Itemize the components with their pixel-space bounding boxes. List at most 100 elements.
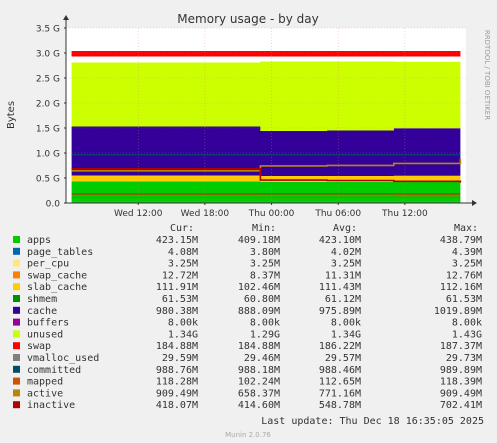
legend-min-page_tables: 3.80M [250, 247, 280, 258]
legend-swatch-committed [13, 365, 20, 373]
legend-swatch-inactive [13, 401, 20, 409]
last-update: Last update: Thu Dec 18 16:35:05 2025 [261, 416, 484, 427]
legend-avg-swap: 186.22M [319, 341, 361, 352]
legend-max-mapped: 118.39M [440, 377, 482, 388]
legend-min-vmalloc_used: 29.46M [244, 353, 280, 364]
legend-swatch-apps [13, 236, 20, 243]
legend-min-per_cpu: 3.25M [250, 259, 280, 270]
legend-max-per_cpu: 3.25M [452, 259, 482, 270]
legend-cur-shmem: 61.53M [162, 294, 198, 305]
legend-cur-page_tables: 4.08M [168, 247, 198, 258]
legend-swatch-unused [13, 330, 20, 338]
legend-avg-committed: 988.46M [319, 365, 361, 376]
legend-header: Max: [454, 223, 478, 234]
legend-max-swap_cache: 12.76M [446, 270, 482, 281]
legend-cur-swap_cache: 12.72M [162, 270, 198, 281]
legend-avg-slab_cache: 111.43M [319, 282, 361, 293]
x-tick-label: Thu 12:00 [381, 209, 428, 219]
legend-avg-swap_cache: 11.31M [325, 270, 361, 281]
legend-swatch-vmalloc_used [13, 354, 20, 361]
legend-min-active: 658.37M [238, 388, 280, 399]
legend-swatch-active [13, 389, 20, 397]
legend-name-swap_cache: swap_cache [27, 270, 87, 281]
y-tick-label: 1.0 G [36, 150, 60, 160]
y-tick-label: 2.5 G [36, 75, 60, 85]
legend-max-unused: 1.43G [452, 329, 482, 340]
legend-max-committed: 989.89M [440, 365, 482, 376]
legend-max-page_tables: 4.39M [452, 247, 482, 258]
y-tick-label: 1.5 G [36, 125, 60, 135]
legend-header: Avg: [333, 223, 357, 234]
legend-cur-slab_cache: 111.91M [156, 282, 198, 293]
active-line [71, 158, 462, 172]
legend-avg-vmalloc_used: 29.57M [325, 353, 361, 364]
legend-avg-per_cpu: 3.25M [331, 259, 361, 270]
legend-min-shmem: 60.80M [244, 294, 280, 305]
x-axis-arrow [472, 200, 477, 206]
legend-cur-per_cpu: 3.25M [168, 259, 198, 270]
legend-swatch-page_tables [13, 247, 20, 255]
y-tick-label: 0.0 [46, 200, 61, 210]
legend-min-slab_cache: 102.46M [238, 282, 280, 293]
legend-swatch-shmem [13, 295, 20, 302]
legend-cur-committed: 988.76M [156, 365, 198, 376]
legend-avg-unused: 1.34G [331, 329, 361, 340]
legend-max-inactive: 702.41M [440, 400, 482, 411]
chart-title: Memory usage - by day [177, 12, 318, 26]
legend-name-active: active [27, 388, 63, 399]
legend-avg-mapped: 112.65M [319, 377, 361, 388]
y-tick-label: 3.5 G [36, 25, 60, 35]
legend-name-committed: committed [27, 365, 81, 376]
y-tick-label: 0.5 G [36, 175, 60, 185]
legend-cur-apps: 423.15M [156, 235, 198, 246]
legend-swatch-buffers [13, 318, 20, 326]
x-tick-label: Thu 00:00 [248, 209, 295, 219]
legend-name-vmalloc_used: vmalloc_used [27, 353, 99, 364]
legend-cur-inactive: 418.07M [156, 400, 198, 411]
legend-avg-inactive: 548.78M [319, 400, 361, 411]
munin-version: Munin 2.0.76 [225, 431, 271, 439]
legend-name-apps: apps [27, 235, 51, 246]
legend-swatch-cache [13, 306, 20, 314]
apps-area [71, 181, 461, 203]
legend-cur-cache: 980.38M [156, 306, 198, 317]
legend-avg-active: 771.16M [319, 388, 361, 399]
legend-cur-buffers: 8.00k [168, 318, 198, 329]
swap-area [71, 51, 461, 57]
legend-name-swap: swap [27, 341, 51, 352]
legend-cur-unused: 1.34G [168, 329, 198, 340]
legend-min-apps: 409.18M [238, 235, 280, 246]
legend-name-unused: unused [27, 329, 63, 340]
legend-cur-vmalloc_used: 29.59M [162, 353, 198, 364]
legend-min-buffers: 8.00k [250, 318, 280, 329]
legend-max-active: 909.49M [440, 388, 482, 399]
legend-max-cache: 1019.89M [434, 306, 482, 317]
legend-name-slab_cache: slab_cache [27, 282, 87, 293]
legend-name-per_cpu: per_cpu [27, 259, 69, 270]
legend-min-cache: 888.09M [238, 306, 280, 317]
legend-name-inactive: inactive [27, 400, 75, 411]
plot-areas [71, 51, 461, 203]
legend-avg-cache: 975.89M [319, 306, 361, 317]
y-axis-label: Bytes [6, 101, 17, 129]
legend-avg-page_tables: 4.02M [331, 247, 361, 258]
legend-name-shmem: shmem [27, 294, 57, 305]
unused-area [71, 61, 461, 131]
legend-max-apps: 438.79M [440, 235, 482, 246]
legend-max-vmalloc_used: 29.73M [446, 353, 482, 364]
y-tick-label: 2.0 G [36, 100, 60, 110]
legend-cur-active: 909.49M [156, 388, 198, 399]
legend-max-slab_cache: 112.16M [440, 282, 482, 293]
legend-swatch-swap_cache [13, 271, 20, 279]
legend-name-cache: cache [27, 306, 57, 317]
y-axis-arrow [63, 15, 69, 20]
legend-header: Min: [252, 223, 276, 234]
legend-cur-mapped: 118.28M [156, 377, 198, 388]
axes: 0.0 0.5 G 1.0 G 1.5 G 2.0 G 2.5 G 3.0 G 3.5 G We… [36, 15, 477, 219]
y-tick-label: 3.0 G [36, 50, 60, 60]
legend-swatch-slab_cache [13, 283, 20, 291]
legend-avg-buffers: 8.00k [331, 318, 361, 329]
plot-lines [71, 154, 462, 203]
legend-min-committed: 988.18M [238, 365, 280, 376]
